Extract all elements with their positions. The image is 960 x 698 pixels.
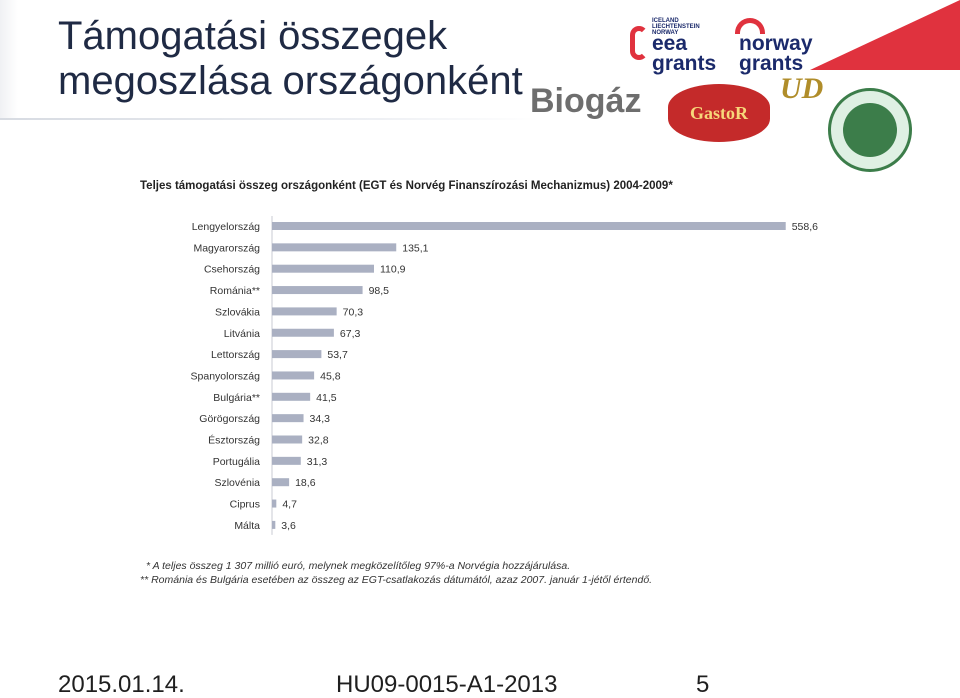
category-label: Litvánia xyxy=(224,328,260,340)
chart-title: Teljes támogatási összeg országonként (E… xyxy=(140,180,673,192)
eea-word: eea xyxy=(652,32,688,55)
norway-mark-icon xyxy=(735,18,765,34)
eea-country-1: ICELAND xyxy=(652,18,679,24)
value-label: 558,6 xyxy=(792,221,818,233)
title-accent-band xyxy=(0,0,18,118)
category-label: Ciprus xyxy=(230,499,260,511)
value-label: 53,7 xyxy=(327,349,348,361)
gastor-logo: GastoR xyxy=(668,84,770,142)
footnote-2: ** Románia és Bulgária esetében az össze… xyxy=(140,574,653,586)
category-label: Lettország xyxy=(211,349,260,361)
value-label: 4,7 xyxy=(282,499,297,511)
category-label: Spanyolország xyxy=(191,370,261,382)
eea-grants-word: grants xyxy=(652,52,717,75)
slide-title-line-1: Támogatási összegek xyxy=(58,14,448,58)
category-label: Szlovákia xyxy=(215,306,260,318)
value-label: 45,8 xyxy=(320,370,341,382)
slide-title: Támogatási összegek megoszlása országonk… xyxy=(58,14,523,104)
category-label: Lengyelország xyxy=(192,221,260,233)
norway-grants-word: grants xyxy=(739,52,804,75)
footer-project-code: HU09-0015-A1-2013 xyxy=(336,671,558,698)
bar xyxy=(272,520,276,529)
bar xyxy=(272,307,337,316)
category-label: Magyarország xyxy=(193,242,260,254)
bar xyxy=(272,222,786,230)
category-label: Görögország xyxy=(199,413,260,425)
bar xyxy=(272,350,322,359)
category-label: Bulgária** xyxy=(213,392,260,404)
biogas-logo: Biogáz xyxy=(530,82,642,120)
value-label: 110,9 xyxy=(380,264,406,276)
category-label: Szlovénia xyxy=(214,477,260,489)
footer-date: 2015.01.14. xyxy=(58,671,185,698)
category-label: Málta xyxy=(234,520,260,532)
value-label: 135,1 xyxy=(402,242,428,254)
category-label: Csehország xyxy=(204,264,260,276)
corner-decoration xyxy=(810,0,960,70)
eea-grants-logo: ICELAND LIECHTENSTEIN NORWAY eea grants xyxy=(630,18,730,75)
bar xyxy=(272,371,315,380)
bar xyxy=(272,456,301,465)
norway-grants-logo: norway grants xyxy=(735,18,845,75)
footer-page-number: 5 xyxy=(696,671,710,698)
footnote-1: * A teljes összeg 1 307 millió euró, mel… xyxy=(146,560,571,572)
value-label: 98,5 xyxy=(369,285,390,297)
seal-emblem-icon xyxy=(843,103,897,157)
value-label: 31,3 xyxy=(307,456,328,468)
value-label: 34,3 xyxy=(310,413,331,425)
bar xyxy=(272,264,374,273)
category-label: Románia** xyxy=(210,285,260,297)
value-label: 3,6 xyxy=(281,520,296,532)
slide-title-line-2: megoszlása országonként xyxy=(58,59,523,103)
bar xyxy=(272,286,363,295)
university-seal-logo xyxy=(828,88,912,172)
eea-country-3: NORWAY xyxy=(652,30,679,36)
bar xyxy=(272,414,304,423)
bar xyxy=(272,328,334,337)
title-underline xyxy=(0,118,540,120)
value-label: 41,5 xyxy=(316,392,337,404)
bar xyxy=(272,243,397,252)
norway-word: norway xyxy=(739,32,813,55)
bar xyxy=(272,392,311,401)
value-label: 67,3 xyxy=(340,328,361,340)
category-label: Észtország xyxy=(208,434,260,447)
university-debrecen-logo: UD xyxy=(780,72,824,105)
eea-country-2: LIECHTENSTEIN xyxy=(652,24,700,30)
bar xyxy=(272,478,290,487)
value-label: 18,6 xyxy=(295,477,316,489)
value-label: 32,8 xyxy=(308,435,329,447)
category-label: Portugália xyxy=(213,456,260,468)
bar xyxy=(272,499,277,508)
eea-mark-icon xyxy=(630,26,648,60)
bar xyxy=(272,435,303,444)
bar-chart: Lengyelország 558,6 Magyarország 135,1 Cseho… xyxy=(191,216,818,535)
value-label: 70,3 xyxy=(343,306,364,318)
